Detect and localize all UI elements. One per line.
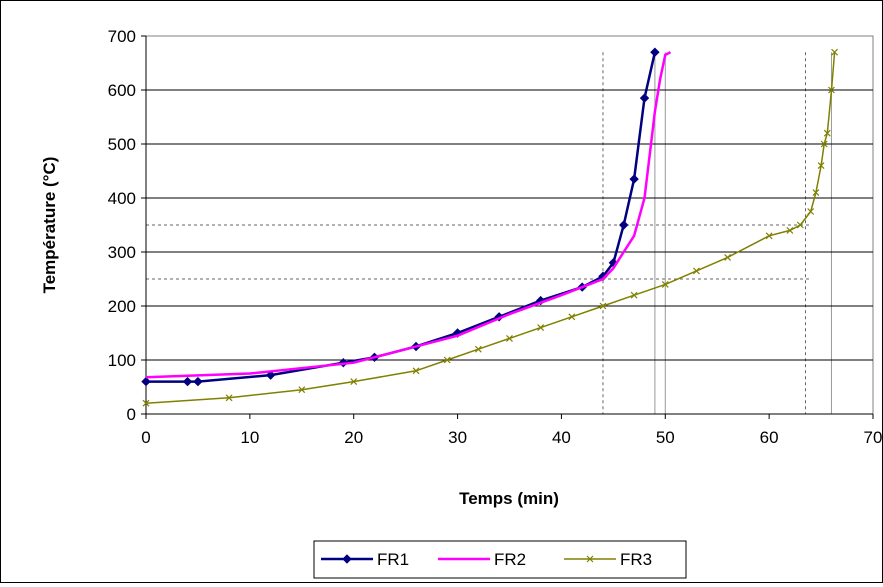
data-point: [599, 302, 607, 310]
reference-lines: [146, 52, 832, 414]
data-point: [350, 378, 358, 386]
data-point: [796, 221, 804, 229]
y-tick-label: 500: [108, 135, 136, 154]
data-point: [629, 174, 639, 184]
data-point: [342, 554, 352, 564]
legend-label: FR2: [494, 550, 526, 569]
data-point: [537, 324, 545, 332]
data-point: [141, 376, 151, 387]
data-point: [568, 313, 576, 321]
y-tick-label: 700: [108, 27, 136, 46]
y-tick-label: 300: [108, 243, 136, 262]
y-tick-label: 600: [108, 81, 136, 100]
legend-label: FR3: [620, 550, 652, 569]
data-point: [443, 356, 451, 364]
x-tick-label: 60: [760, 428, 779, 447]
data-point: [225, 394, 233, 402]
data-point: [298, 386, 306, 394]
x-tick-label: 20: [344, 428, 363, 447]
series-fr3: [142, 48, 838, 407]
data-point: [586, 555, 594, 563]
data-point: [823, 129, 831, 137]
data-point: [142, 399, 150, 407]
x-axis-title: Temps (min): [459, 489, 559, 508]
grid-lines: [146, 89, 873, 361]
y-tick-label: 100: [108, 351, 136, 370]
legend-item-fr2: FR2: [438, 550, 526, 569]
data-point: [193, 376, 203, 387]
series-fr2: [145, 51, 672, 379]
y-tick-label: 200: [108, 297, 136, 316]
data-point: [630, 291, 638, 299]
series-line-fr2: [145, 51, 672, 379]
data-point: [786, 226, 794, 234]
x-tick-label: 0: [141, 428, 150, 447]
data-point: [639, 93, 650, 103]
series-fr1: [141, 47, 660, 387]
legend-item-fr1: FR1: [321, 550, 409, 569]
x-tick-label: 10: [240, 428, 259, 447]
data-point: [828, 86, 835, 94]
x-tick-label: 70: [864, 428, 882, 447]
data-point: [265, 370, 276, 380]
y-tick-label: 400: [108, 189, 136, 208]
data-point: [807, 208, 815, 215]
data-point: [812, 189, 820, 197]
y-tick-label: 0: [127, 405, 136, 424]
legend-label: FR1: [377, 550, 409, 569]
series-group: [141, 47, 838, 407]
data-point: [693, 267, 700, 275]
x-tick-label: 50: [656, 428, 675, 447]
data-point: [820, 140, 828, 148]
data-point: [506, 334, 513, 342]
data-point: [619, 220, 629, 230]
legend-box: [313, 540, 687, 579]
data-point: [474, 345, 482, 353]
data-point: [650, 47, 660, 57]
data-point: [765, 232, 773, 240]
x-tick-label: 30: [448, 428, 467, 447]
y-axis-title: Température (°C): [40, 157, 59, 294]
data-point: [724, 253, 732, 261]
data-point: [817, 162, 825, 170]
axes: [141, 35, 874, 419]
data-point: [412, 367, 420, 375]
legend: FR1 FR2 FR3: [313, 540, 687, 579]
data-point: [661, 280, 669, 288]
legend-item-fr3: FR3: [564, 550, 652, 569]
x-tick-label: 40: [552, 428, 571, 447]
data-point: [831, 48, 838, 56]
legend-items: FR1 FR2 FR3: [321, 550, 652, 569]
data-point: [182, 376, 193, 387]
tick-labels: 0 100 200 300 400 500 600 700 0 10 20 30 40 50 60 70: [108, 27, 883, 447]
